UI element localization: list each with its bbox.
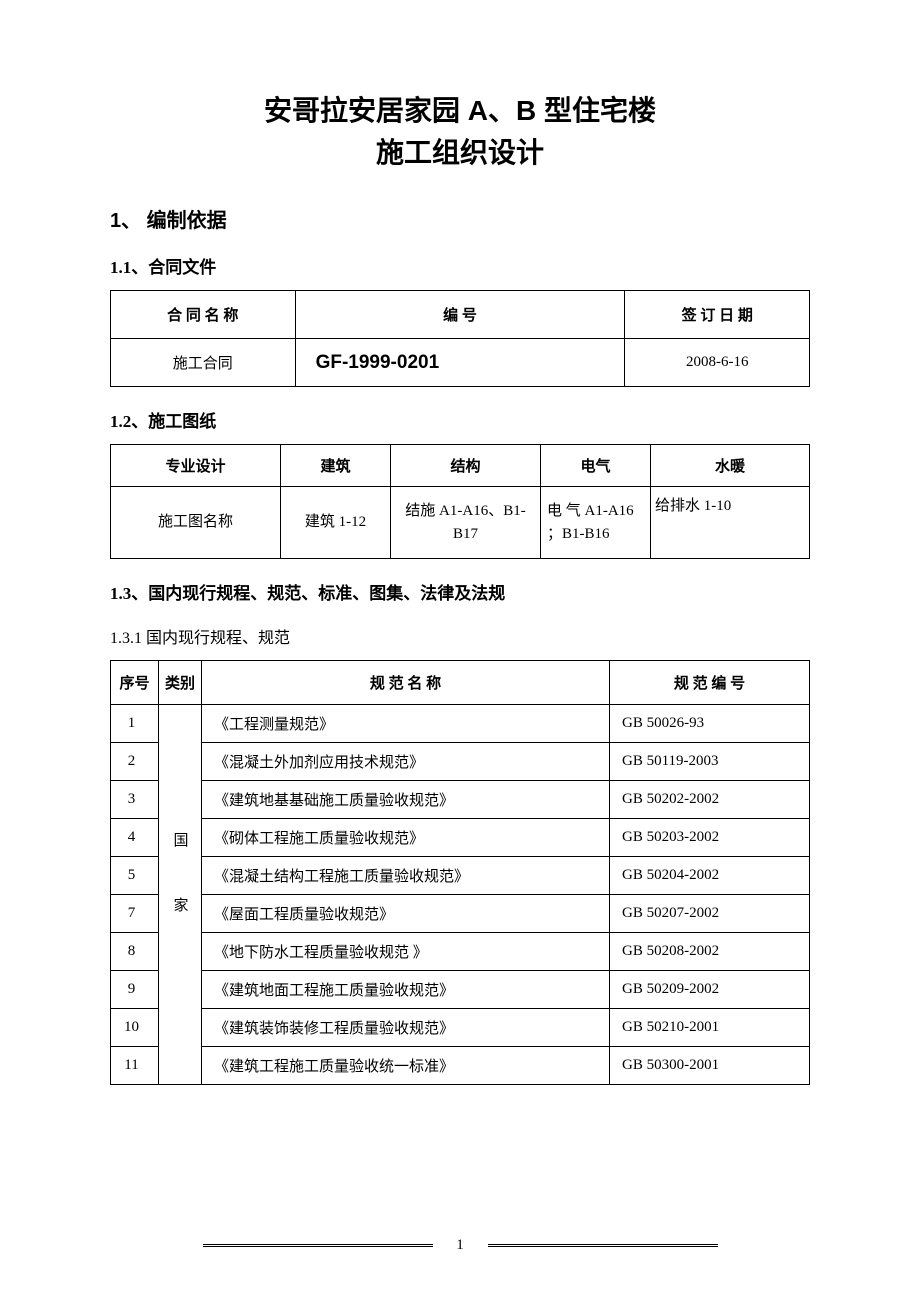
name-cell: 《建筑装饰装修工程质量验收规范》 [202, 1009, 610, 1047]
seq-cell: 8 [111, 933, 159, 971]
col-header: 建筑 [281, 445, 391, 487]
code-cell: GB 50208-2002 [610, 933, 810, 971]
col-header: 结构 [391, 445, 541, 487]
contract-table: 合 同 名 称 编 号 签 订 日 期 施工合同 GF-1999-0201 20… [110, 290, 810, 387]
table-row: 1 国家 《工程测量规范》 GB 50026-93 [111, 705, 810, 743]
name-cell: 《混凝土结构工程施工质量验收规范》 [202, 857, 610, 895]
table-row: 10 《建筑装饰装修工程质量验收规范》 GB 50210-2001 [111, 1009, 810, 1047]
col-header-code: 规 范 编 号 [610, 661, 810, 705]
table-row: 8 《地下防水工程质量验收规范 》 GB 50208-2002 [111, 933, 810, 971]
col-header-contract-number: 编 号 [295, 291, 625, 339]
standards-table: 序号 类别 规 范 名 称 规 范 编 号 1 国家 《工程测量规范》 GB 5… [110, 660, 810, 1085]
seq-cell: 5 [111, 857, 159, 895]
code-cell: GB 50026-93 [610, 705, 810, 743]
page-footer: 1 [0, 1237, 920, 1254]
name-cell: 《砌体工程施工质量验收规范》 [202, 819, 610, 857]
seq-cell: 10 [111, 1009, 159, 1047]
name-cell: 《屋面工程质量验收规范》 [202, 895, 610, 933]
category-cell: 国家 [159, 705, 202, 1085]
main-title-line1: 安哥拉安居家园 A、B 型住宅楼 [110, 90, 810, 132]
code-cell: GB 50202-2002 [610, 781, 810, 819]
col-header: 电气 [541, 445, 651, 487]
code-cell: GB 50210-2001 [610, 1009, 810, 1047]
section-1-heading: 1、 编制依据 [110, 204, 810, 233]
table-row: 7 《屋面工程质量验收规范》 GB 50207-2002 [111, 895, 810, 933]
seq-cell: 2 [111, 743, 159, 781]
row-label-cell: 施工图名称 [111, 487, 281, 559]
name-cell: 《建筑工程施工质量验收统一标准》 [202, 1047, 610, 1085]
table-row: 4 《砌体工程施工质量验收规范》 GB 50203-2002 [111, 819, 810, 857]
table-row: 5 《混凝土结构工程施工质量验收规范》 GB 50204-2002 [111, 857, 810, 895]
table-row: 施工图名称 建筑 1-12 结施 A1-A16、B1-B17 电 气 A1-A1… [111, 487, 810, 559]
drawings-table: 专业设计 建筑 结构 电气 水暖 施工图名称 建筑 1-12 结施 A1-A16… [110, 444, 810, 559]
table-row: 施工合同 GF-1999-0201 2008-6-16 [111, 339, 810, 387]
footer-line-left [203, 1244, 433, 1247]
section-1-3-heading: 1.3、国内现行规程、规范、标准、图集、法律及法规 [110, 579, 810, 604]
section-1-2-heading: 1.2、施工图纸 [110, 407, 810, 432]
seq-cell: 7 [111, 895, 159, 933]
col-header: 专业设计 [111, 445, 281, 487]
table-row: 3 《建筑地基基础施工质量验收规范》 GB 50202-2002 [111, 781, 810, 819]
section-1-1-heading: 1.1、合同文件 [110, 253, 810, 278]
code-cell: GB 50119-2003 [610, 743, 810, 781]
name-cell: 《建筑地面工程施工质量验收规范》 [202, 971, 610, 1009]
table-row: 序号 类别 规 范 名 称 规 范 编 号 [111, 661, 810, 705]
col-header-sign-date: 签 订 日 期 [625, 291, 810, 339]
name-cell: 《建筑地基基础施工质量验收规范》 [202, 781, 610, 819]
col-header-name: 规 范 名 称 [202, 661, 610, 705]
name-cell: 《混凝土外加剂应用技术规范》 [202, 743, 610, 781]
col-header-cat: 类别 [159, 661, 202, 705]
code-cell: GB 50203-2002 [610, 819, 810, 857]
footer-line-right [488, 1244, 718, 1247]
table-row: 专业设计 建筑 结构 电气 水暖 [111, 445, 810, 487]
col-header-seq: 序号 [111, 661, 159, 705]
code-cell: GB 50209-2002 [610, 971, 810, 1009]
table-row: 9 《建筑地面工程施工质量验收规范》 GB 50209-2002 [111, 971, 810, 1009]
document-title-block: 安哥拉安居家园 A、B 型住宅楼 施工组织设计 [110, 90, 810, 174]
drawing-cell: 建筑 1-12 [281, 487, 391, 559]
table-row: 合 同 名 称 编 号 签 订 日 期 [111, 291, 810, 339]
contract-number-cell: GF-1999-0201 [295, 339, 625, 387]
seq-cell: 11 [111, 1047, 159, 1085]
table-row: 11 《建筑工程施工质量验收统一标准》 GB 50300-2001 [111, 1047, 810, 1085]
col-header: 水暖 [651, 445, 810, 487]
code-cell: GB 50300-2001 [610, 1047, 810, 1085]
section-1-3-1-heading: 1.3.1 国内现行规程、规范 [110, 624, 810, 648]
page-number: 1 [456, 1237, 464, 1253]
contract-name-cell: 施工合同 [111, 339, 296, 387]
drawing-cell: 结施 A1-A16、B1-B17 [391, 487, 541, 559]
name-cell: 《工程测量规范》 [202, 705, 610, 743]
seq-cell: 9 [111, 971, 159, 1009]
col-header-contract-name: 合 同 名 称 [111, 291, 296, 339]
drawing-cell: 给排水 1-10 [651, 487, 810, 559]
main-title-line2: 施工组织设计 [110, 132, 810, 174]
code-cell: GB 50204-2002 [610, 857, 810, 895]
table-row: 2 《混凝土外加剂应用技术规范》 GB 50119-2003 [111, 743, 810, 781]
seq-cell: 3 [111, 781, 159, 819]
name-cell: 《地下防水工程质量验收规范 》 [202, 933, 610, 971]
sign-date-cell: 2008-6-16 [625, 339, 810, 387]
seq-cell: 4 [111, 819, 159, 857]
category-text: 国家 [170, 822, 191, 962]
seq-cell: 1 [111, 705, 159, 743]
code-cell: GB 50207-2002 [610, 895, 810, 933]
drawing-cell: 电 气 A1-A16 ；B1-B16 [541, 487, 651, 559]
